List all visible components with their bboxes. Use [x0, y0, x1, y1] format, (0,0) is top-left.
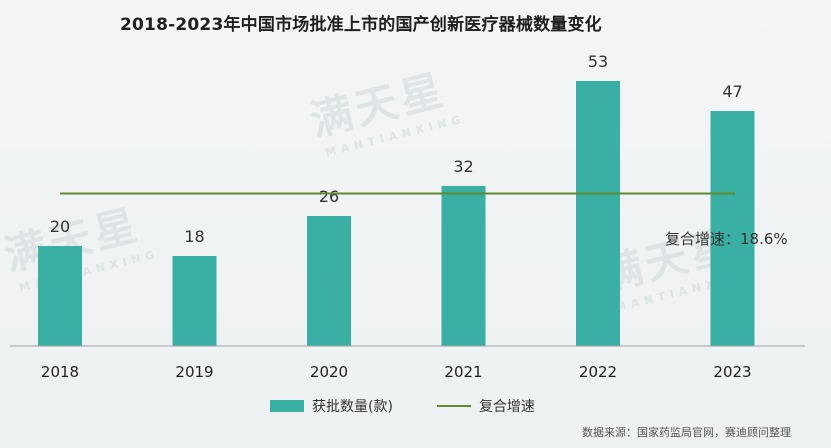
growth-rate-annotation: 复合增速：18.6%	[665, 230, 788, 248]
legend: 获批数量(款) 复合增速	[270, 396, 535, 416]
legend-bar-label: 获批数量(款)	[312, 399, 393, 415]
bar-2020	[307, 216, 351, 346]
data-label-2020: 26	[319, 187, 339, 206]
bar-2019	[172, 256, 217, 346]
x-tick-2021: 2021	[444, 363, 482, 381]
x-tick-2019: 2019	[175, 363, 213, 381]
source-note: 数据来源：国家药监局官网，赛迪顾问整理	[582, 426, 791, 439]
data-label-2018: 20	[50, 217, 70, 236]
x-tick-2022: 2022	[579, 363, 617, 381]
x-tick-2023: 2023	[713, 363, 751, 381]
bar-2022	[576, 81, 620, 346]
x-tick-2020: 2020	[310, 363, 348, 381]
data-label-2019: 18	[184, 227, 204, 246]
data-label-2022: 53	[588, 52, 608, 71]
legend-bar-swatch	[270, 400, 304, 412]
bar-2021	[441, 186, 486, 346]
legend-line-label: 复合增速	[478, 399, 535, 415]
x-tick-2018: 2018	[41, 363, 79, 381]
data-label-2023: 47	[722, 82, 742, 101]
legend-line-swatch	[436, 405, 471, 407]
bar-2018	[38, 246, 82, 346]
bar-2023	[710, 111, 755, 346]
chart-title: 2018-2023年中国市场批准上市的国产创新医疗器械数量变化	[120, 15, 602, 35]
data-label-2021: 32	[453, 157, 473, 176]
